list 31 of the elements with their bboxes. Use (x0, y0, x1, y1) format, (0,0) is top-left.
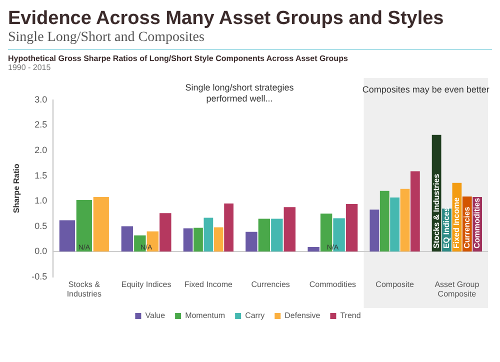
x-tick-label: Currencies (251, 280, 290, 289)
legend-label: Trend (340, 311, 361, 320)
legend-label: Momentum (185, 311, 226, 320)
x-tick-label: Composite (376, 280, 414, 289)
y-tick-label: 2.5 (34, 120, 48, 130)
x-tick-label: Equity Indices (121, 280, 172, 289)
annotation: Single long/short strategies performed well... (185, 82, 294, 104)
text: Composites may be even better (362, 84, 490, 94)
y-tick-label: 1.5 (34, 170, 48, 180)
chart-subtitle: Single Long/Short and Composites (8, 30, 492, 50)
text: Hypothetical Gross Sharpe Ratios of Long/Short Style Components Across Asset Groups (8, 54, 349, 63)
x-tick-label: Commodities (309, 280, 356, 289)
legend-label: Defensive (284, 311, 321, 320)
y-tick-label: 3.0 (34, 94, 48, 104)
y-tick-label: 1.0 (34, 196, 48, 206)
series-label: Commodities (472, 197, 482, 249)
series-label: Currencies (462, 206, 472, 249)
legend-label: Carry (245, 311, 265, 320)
x-tick-label: Asset Group Composite (434, 280, 480, 298)
series-label: EQ Indices (442, 206, 451, 249)
y-tick-label: -0.5 (32, 271, 48, 282)
y-axis-title: Sharpe Ratio (12, 164, 22, 214)
series-label: Fixed Income (452, 196, 462, 249)
text: 1990 - 2015 (8, 63, 52, 72)
x-tick-label: Fixed Income (184, 280, 233, 289)
y-tick-label: 0.5 (34, 220, 48, 231)
legend-label: Value (145, 311, 166, 320)
y-tick-label: 2.0 (34, 145, 48, 155)
y-tick-label: 0.0 (34, 246, 48, 256)
chart-title: Evidence Across Many Asset Groups and Styles (8, 8, 445, 30)
x-tick-label: Stocks & Industries (66, 280, 102, 298)
